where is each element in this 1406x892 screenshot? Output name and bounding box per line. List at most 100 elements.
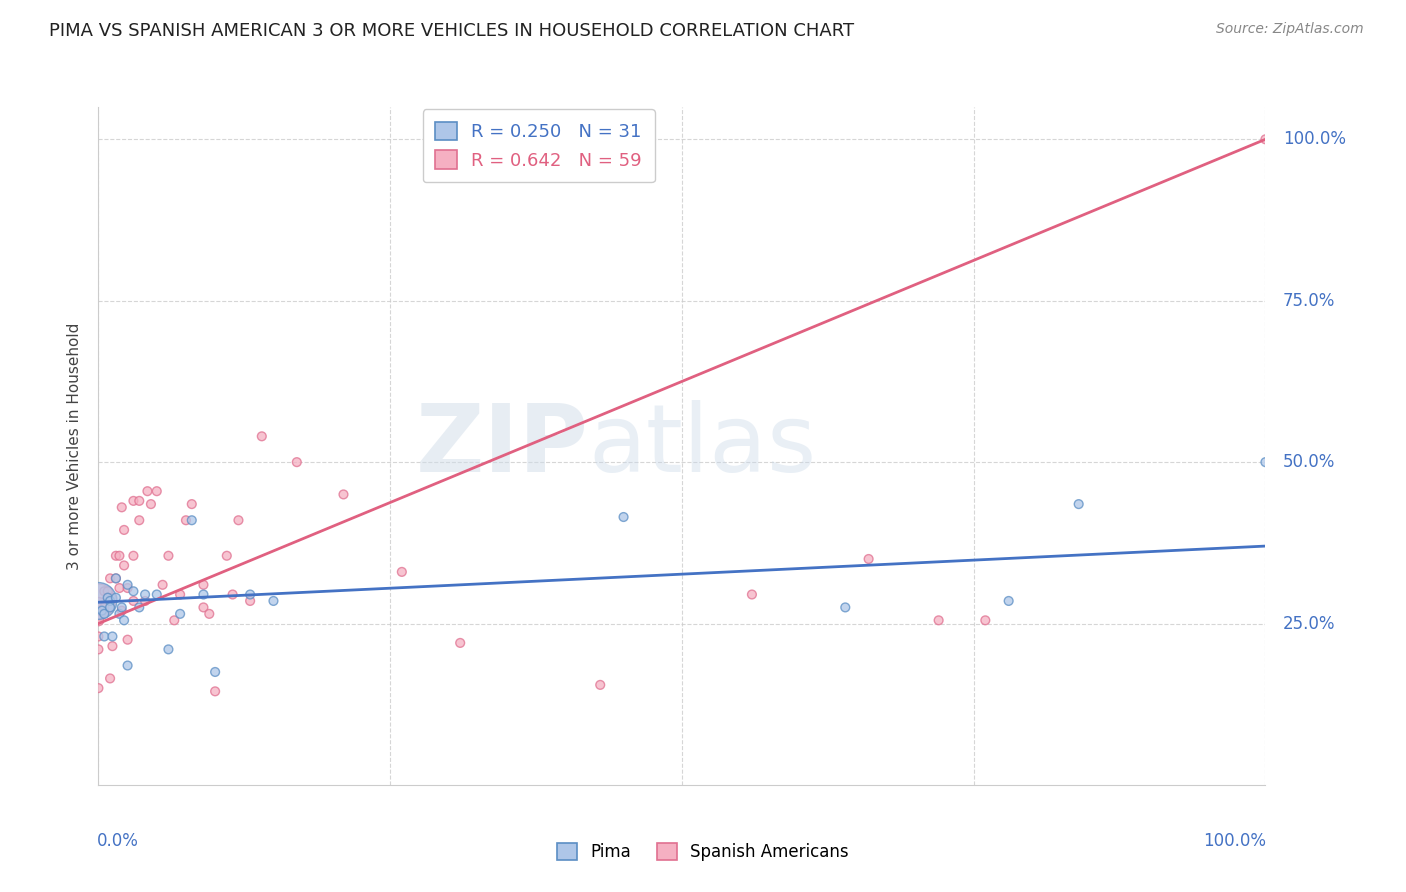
- Point: [262, 594, 284, 608]
- Point: [87, 681, 110, 695]
- Point: [239, 587, 262, 601]
- Point: [101, 630, 124, 644]
- Point: [108, 549, 131, 563]
- Point: [98, 672, 121, 686]
- Point: [204, 665, 226, 679]
- Point: [98, 594, 121, 608]
- Point: [157, 642, 180, 657]
- Point: [108, 581, 131, 595]
- Point: [97, 591, 120, 605]
- Point: [87, 594, 110, 608]
- Point: [974, 613, 997, 627]
- Point: [108, 607, 131, 621]
- Text: ZIP: ZIP: [416, 400, 589, 492]
- Point: [104, 591, 127, 605]
- Point: [93, 607, 115, 621]
- Point: [198, 607, 221, 621]
- Text: PIMA VS SPANISH AMERICAN 3 OR MORE VEHICLES IN HOUSEHOLD CORRELATION CHART: PIMA VS SPANISH AMERICAN 3 OR MORE VEHIC…: [49, 22, 855, 40]
- Text: 100.0%: 100.0%: [1282, 130, 1346, 148]
- Point: [117, 578, 139, 592]
- Point: [152, 578, 174, 592]
- Point: [128, 600, 150, 615]
- Point: [117, 581, 139, 595]
- Point: [174, 513, 197, 527]
- Point: [169, 587, 191, 601]
- Point: [128, 494, 150, 508]
- Point: [93, 600, 115, 615]
- Point: [1067, 497, 1090, 511]
- Point: [101, 591, 124, 605]
- Point: [111, 604, 134, 618]
- Point: [928, 613, 950, 627]
- Point: [122, 549, 145, 563]
- Point: [87, 630, 110, 644]
- Point: [204, 684, 226, 698]
- Point: [136, 484, 159, 499]
- Point: [1254, 455, 1277, 469]
- Point: [589, 678, 612, 692]
- Point: [87, 613, 110, 627]
- Point: [98, 571, 121, 585]
- Point: [122, 584, 145, 599]
- Point: [139, 497, 162, 511]
- Point: [157, 549, 180, 563]
- Point: [250, 429, 273, 443]
- Text: 50.0%: 50.0%: [1282, 453, 1336, 471]
- Point: [87, 600, 110, 615]
- Point: [163, 613, 186, 627]
- Point: [104, 549, 127, 563]
- Point: [90, 604, 112, 618]
- Point: [228, 513, 250, 527]
- Point: [112, 558, 135, 573]
- Point: [111, 500, 134, 515]
- Point: [146, 484, 169, 499]
- Point: [180, 497, 202, 511]
- Point: [93, 584, 115, 599]
- Point: [146, 587, 169, 601]
- Point: [215, 549, 238, 563]
- Point: [128, 513, 150, 527]
- Point: [122, 594, 145, 608]
- Y-axis label: 3 or more Vehicles in Household: 3 or more Vehicles in Household: [67, 322, 83, 570]
- Point: [112, 523, 135, 537]
- Legend: Pima, Spanish Americans: Pima, Spanish Americans: [551, 836, 855, 868]
- Text: 25.0%: 25.0%: [1282, 615, 1336, 632]
- Point: [169, 607, 191, 621]
- Point: [97, 591, 120, 605]
- Point: [613, 510, 636, 524]
- Text: atlas: atlas: [589, 400, 817, 492]
- Point: [98, 600, 121, 615]
- Text: Source: ZipAtlas.com: Source: ZipAtlas.com: [1216, 22, 1364, 37]
- Point: [87, 607, 110, 621]
- Point: [858, 552, 880, 566]
- Point: [111, 600, 134, 615]
- Point: [134, 594, 156, 608]
- Point: [97, 584, 120, 599]
- Point: [332, 487, 354, 501]
- Legend: R = 0.250   N = 31, R = 0.642   N = 59: R = 0.250 N = 31, R = 0.642 N = 59: [423, 110, 655, 182]
- Point: [104, 571, 127, 585]
- Text: 0.0%: 0.0%: [97, 832, 139, 850]
- Point: [285, 455, 308, 469]
- Point: [134, 587, 156, 601]
- Point: [1254, 132, 1277, 146]
- Point: [391, 565, 413, 579]
- Text: 100.0%: 100.0%: [1204, 832, 1267, 850]
- Text: 75.0%: 75.0%: [1282, 292, 1336, 310]
- Point: [221, 587, 243, 601]
- Point: [997, 594, 1019, 608]
- Point: [449, 636, 471, 650]
- Point: [93, 630, 115, 644]
- Point: [834, 600, 856, 615]
- Point: [193, 587, 215, 601]
- Point: [122, 494, 145, 508]
- Point: [193, 578, 215, 592]
- Point: [180, 513, 202, 527]
- Point: [239, 594, 262, 608]
- Point: [741, 587, 763, 601]
- Point: [104, 571, 127, 585]
- Point: [112, 613, 135, 627]
- Point: [117, 658, 139, 673]
- Point: [193, 600, 215, 615]
- Point: [87, 594, 110, 608]
